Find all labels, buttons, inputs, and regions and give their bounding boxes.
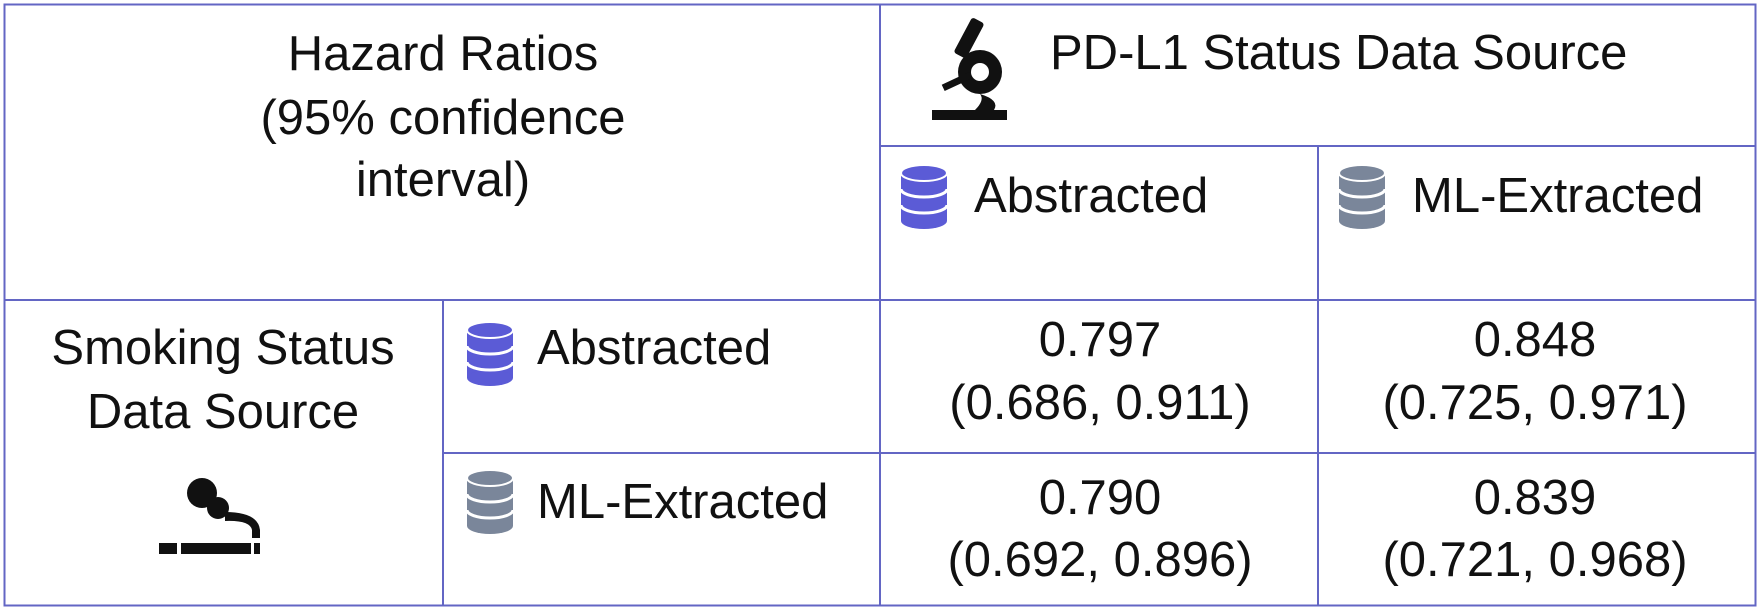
cigarette-icon: [159, 478, 260, 554]
confidence-interval: (0.721, 0.968): [1382, 533, 1687, 587]
row-header: Abstracted: [537, 321, 771, 375]
confidence-interval: (0.725, 0.971): [1382, 376, 1687, 430]
column-header: ML-Extracted: [1412, 169, 1703, 223]
database-icon: [899, 164, 949, 229]
hazard-ratio: 0.848: [1474, 313, 1597, 367]
row-group-title: Smoking Status: [51, 321, 394, 375]
header-title: interval): [356, 153, 530, 207]
column-group-title: PD-L1 Status Data Source: [1050, 26, 1627, 80]
database-icon: [465, 321, 515, 386]
header-title: Hazard Ratios: [288, 27, 598, 81]
header-title: (95% confidence: [260, 91, 625, 145]
table-borders: [3, 3, 1757, 607]
confidence-interval: (0.686, 0.911): [949, 376, 1250, 430]
hazard-ratio: 0.797: [1039, 313, 1162, 367]
row-group-title: Data Source: [87, 385, 359, 439]
hazard-ratio: 0.790: [1039, 471, 1162, 525]
row-header: ML-Extracted: [537, 475, 828, 529]
database-icon: [465, 469, 515, 534]
column-header: Abstracted: [974, 169, 1208, 223]
microscope-icon: [932, 18, 1007, 120]
database-icon: [1337, 164, 1387, 229]
hazard-ratio: 0.839: [1474, 471, 1597, 525]
confidence-interval: (0.692, 0.896): [947, 533, 1252, 587]
